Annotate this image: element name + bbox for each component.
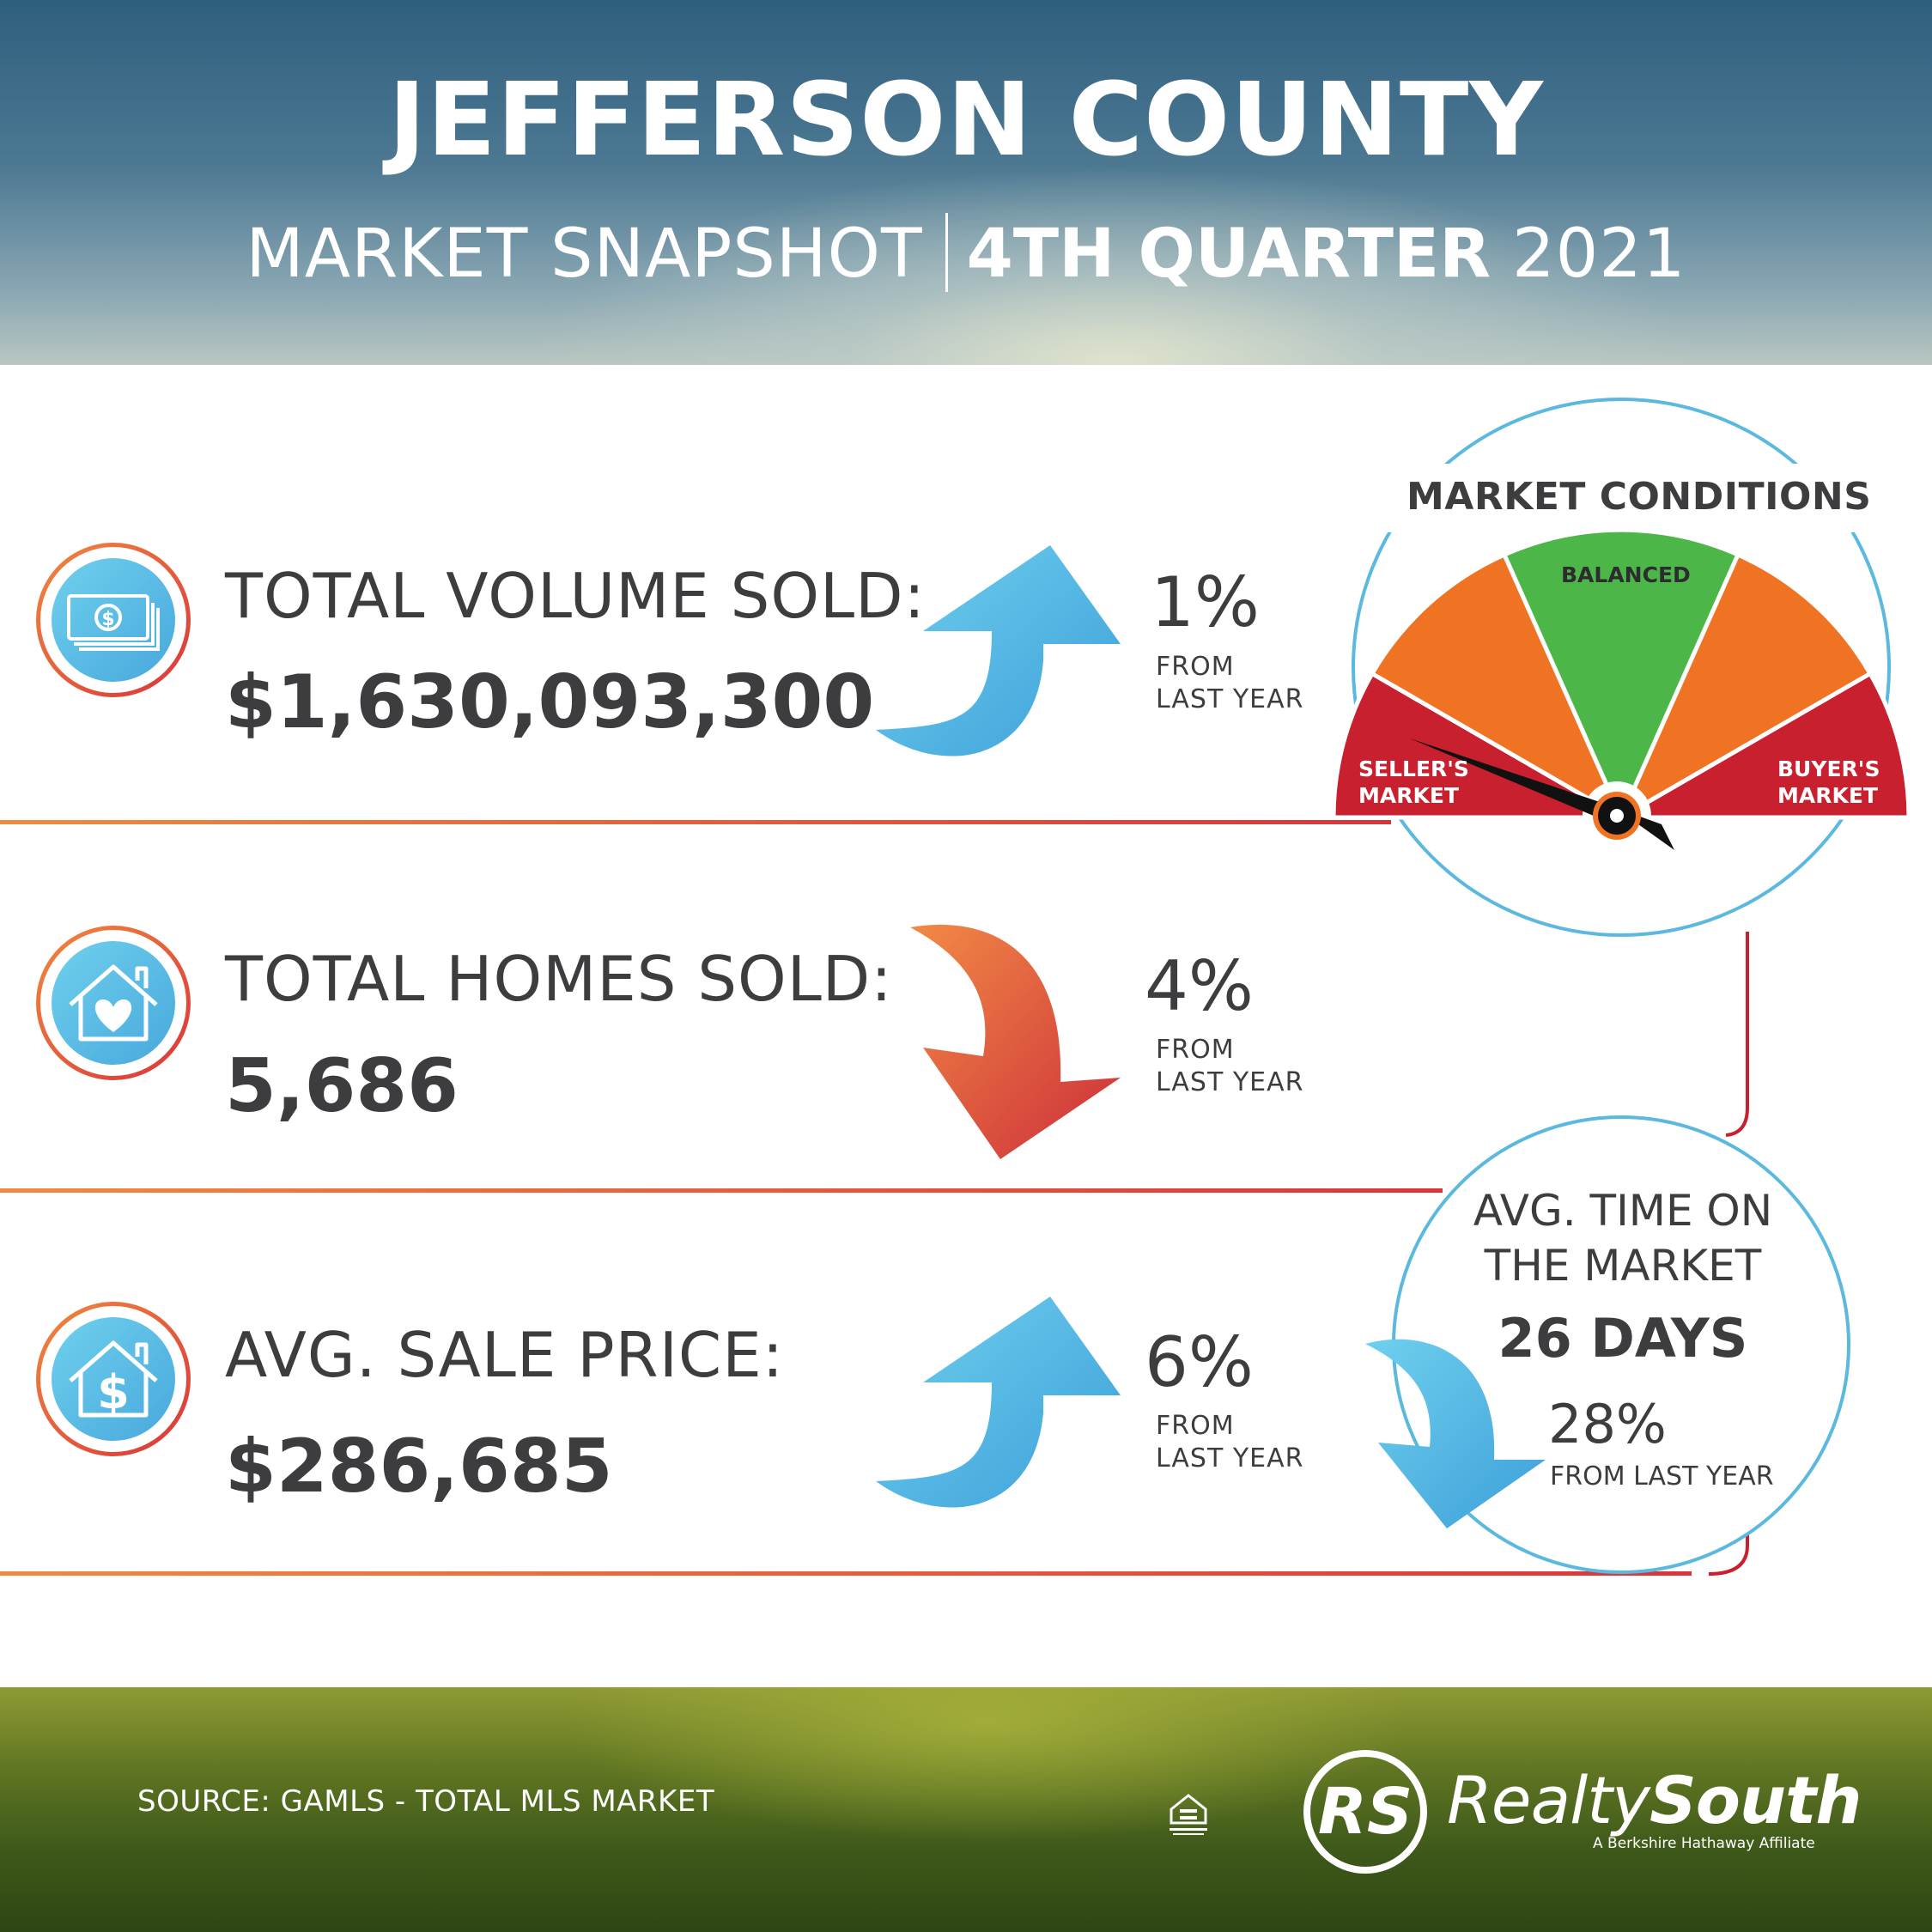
realtysouth-logo-text: RealtySouth [1447,1762,1862,1838]
divider-2 [0,1188,1443,1193]
metric-label-price: AVG. SALE PRICE: [225,1319,784,1391]
change-homes: 4% [1145,946,1254,1026]
house-dollar-icon: $ [36,1302,191,1456]
change-volume-sub: FROM LAST YEAR [1156,651,1303,716]
change-price: 6% [1145,1322,1254,1402]
arrow-down-icon [910,924,1121,1159]
gauge-buyer-line2: MARKET [1777,783,1878,808]
change-volume-last-year: LAST YEAR [1156,684,1304,714]
gauge-seller-line1: SELLER'S [1358,756,1469,781]
realtysouth-logo-mark: RS [1303,1750,1427,1874]
days-label-line1: AVG. TIME ON [1473,1186,1773,1236]
house-heart-icon [36,926,191,1080]
days-change: 28% [1548,1393,1667,1455]
change-price-last-year: LAST YEAR [1156,1443,1304,1473]
page-subtitle: MARKET SNAPSHOT 4TH QUARTER 2021 [0,213,1932,293]
logo-text-light: Realty [1447,1762,1650,1838]
source-note: SOURCE: GAMLS - TOTAL MLS MARKET [137,1784,715,1819]
change-homes-from: FROM [1156,1035,1235,1065]
header-banner: JEFFERSON COUNTY MARKET SNAPSHOT 4TH QUAR… [0,0,1932,365]
days-change-sub: FROM LAST YEAR [1550,1461,1774,1492]
metric-value-homes: 5,686 [225,1043,459,1129]
realtysouth-tagline: A Berkshire Hathaway Affiliate [1593,1835,1815,1852]
change-homes-sub: FROM LAST YEAR [1156,1034,1303,1099]
change-homes-last-year: LAST YEAR [1156,1067,1304,1097]
subtitle-year: 2021 [1512,216,1686,293]
arrow-down-icon [1365,1339,1546,1528]
change-price-from: FROM [1156,1411,1235,1441]
days-label-line2: THE MARKET [1484,1241,1762,1291]
metric-label-homes: TOTAL HOMES SOLD: [225,943,893,1015]
gauge-balanced-label: BALANCED [1561,562,1691,587]
subtitle-quarter: 4TH QUARTER [966,216,1492,293]
days-label: AVG. TIME ON THE MARKET [1460,1183,1786,1293]
subtitle-separator [945,213,948,292]
metric-value-price: $286,685 [225,1424,613,1510]
gauge-seller-line2: MARKET [1358,783,1459,808]
metric-value-volume: $1,630,093,300 [225,659,875,745]
gauge-seller-label: SELLER'S MARKET [1358,756,1469,809]
change-volume: 1% [1151,562,1260,642]
equal-housing-icon [1170,1794,1207,1835]
footer-banner [0,1687,1932,1932]
logo-text-bold: South [1649,1762,1862,1838]
gauge-buyer-label: BUYER'S MARKET [1777,756,1880,809]
days-value: 26 DAYS [1498,1307,1748,1370]
gauge-buyer-line1: BUYER'S [1777,756,1880,781]
divider-3 [0,1571,1692,1576]
change-price-sub: FROM LAST YEAR [1156,1410,1303,1475]
money-icon: $ [36,543,191,697]
arrow-up-icon [876,545,1121,756]
arrow-up-icon [876,1297,1121,1508]
svg-text:RS: RS [1318,1775,1413,1849]
svg-text:$: $ [101,609,114,630]
svg-text:$: $ [97,1365,130,1419]
gauge-title: MARKET CONDITIONS [1406,475,1872,519]
metric-label-volume: TOTAL VOLUME SOLD: [225,560,926,632]
subtitle-label: MARKET SNAPSHOT [246,216,923,293]
change-volume-from: FROM [1156,652,1235,682]
divider-1 [0,820,1391,824]
page-title: JEFFERSON COUNTY [388,60,1544,179]
